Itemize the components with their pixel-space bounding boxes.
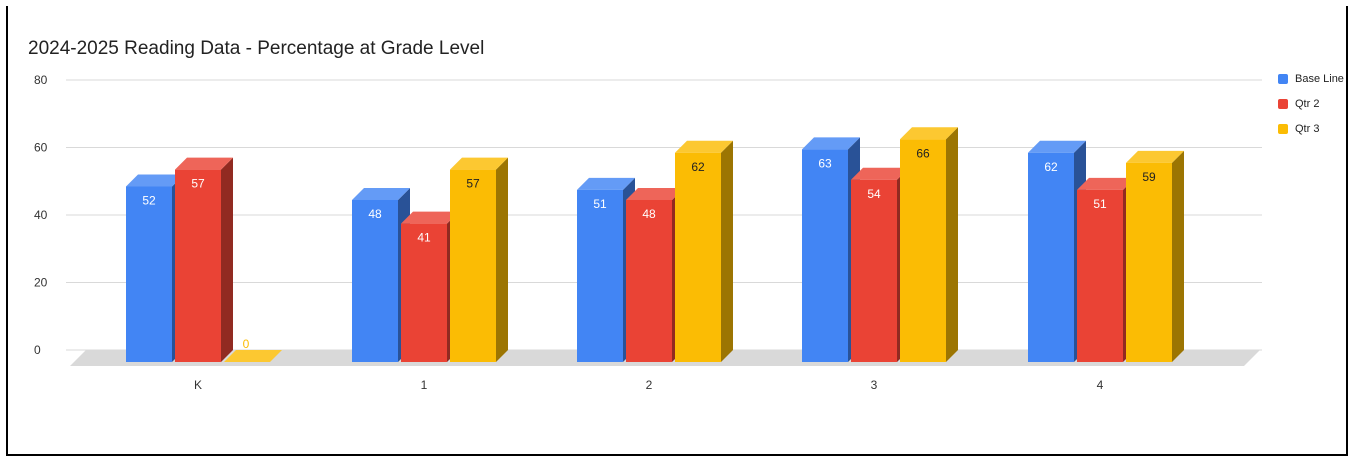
bar-top (450, 157, 508, 170)
y-tick-label: 20 (34, 276, 48, 290)
bar (1028, 152, 1074, 362)
bar-side (946, 127, 958, 362)
bar-top (1126, 150, 1184, 163)
data-label: 51 (1093, 197, 1107, 211)
y-tick-label: 40 (34, 208, 48, 222)
legend-item: Base Line (1278, 73, 1344, 85)
bar-top (401, 211, 459, 224)
bar (1077, 189, 1123, 362)
x-tick-label: 2 (646, 378, 653, 392)
data-label: 48 (642, 207, 656, 221)
bar-top (1028, 140, 1086, 153)
data-label: 0 (243, 337, 250, 351)
data-label: 57 (191, 177, 205, 191)
data-label: 41 (417, 231, 431, 245)
data-label: 66 (916, 146, 930, 160)
legend-item: Qtr 2 (1278, 98, 1319, 110)
y-tick-label: 80 (34, 73, 48, 87)
data-label: 51 (593, 197, 607, 211)
bar (802, 149, 848, 362)
bar (401, 223, 447, 362)
legend-label: Base Line (1295, 73, 1344, 85)
data-label: 52 (142, 194, 156, 208)
bar (450, 169, 496, 362)
bar (352, 200, 398, 362)
bar-side (496, 157, 508, 362)
x-tick-label: K (194, 378, 202, 392)
y-tick-label: 0 (34, 343, 41, 357)
data-label: 62 (1044, 160, 1058, 174)
bar-top (626, 188, 684, 200)
bar-top (1077, 177, 1135, 190)
x-tick-label: 3 (871, 378, 878, 392)
bar (577, 189, 623, 362)
bar (851, 179, 897, 362)
y-tick-label: 60 (34, 141, 48, 155)
legend-swatch (1278, 99, 1288, 109)
bar (1126, 162, 1172, 362)
data-label: 48 (368, 207, 382, 221)
bar-top (900, 127, 958, 140)
data-label: 54 (867, 187, 881, 201)
data-label: 59 (1142, 170, 1156, 184)
bar-top (352, 188, 410, 200)
bar (626, 200, 672, 362)
bar (175, 169, 221, 362)
legend-swatch (1278, 74, 1288, 84)
bar-side (221, 157, 233, 362)
bar-top (224, 350, 282, 362)
data-label: 57 (466, 177, 480, 191)
bar-top (802, 137, 860, 150)
x-tick-label: 1 (421, 378, 428, 392)
bar (900, 139, 946, 362)
data-label: 63 (818, 156, 832, 170)
chart-frame: 2024-2025 Reading Data - Percentage at G… (6, 6, 1348, 456)
legend-item: Qtr 3 (1278, 123, 1319, 135)
chart-plot: 0 20 40 60 80 52 57 0 K 48 41 57 1 51 48 62 2 63 54 66 3 62 51… (34, 73, 1262, 392)
data-label: 62 (691, 160, 705, 174)
legend-label: Qtr 2 (1295, 98, 1320, 110)
bar (126, 186, 172, 362)
legend-swatch (1278, 124, 1288, 134)
bar-top (175, 157, 233, 170)
bar-top (577, 177, 635, 190)
bar (675, 152, 721, 362)
bar-top (126, 174, 184, 187)
bar-top (675, 140, 733, 153)
bar-top (851, 167, 909, 180)
bar-side (1172, 150, 1184, 362)
bar-side (721, 140, 733, 362)
legend-label: Qtr 3 (1295, 123, 1320, 135)
x-tick-label: 4 (1097, 378, 1104, 392)
chart-title: 2024-2025 Reading Data - Percentage at G… (28, 38, 485, 59)
